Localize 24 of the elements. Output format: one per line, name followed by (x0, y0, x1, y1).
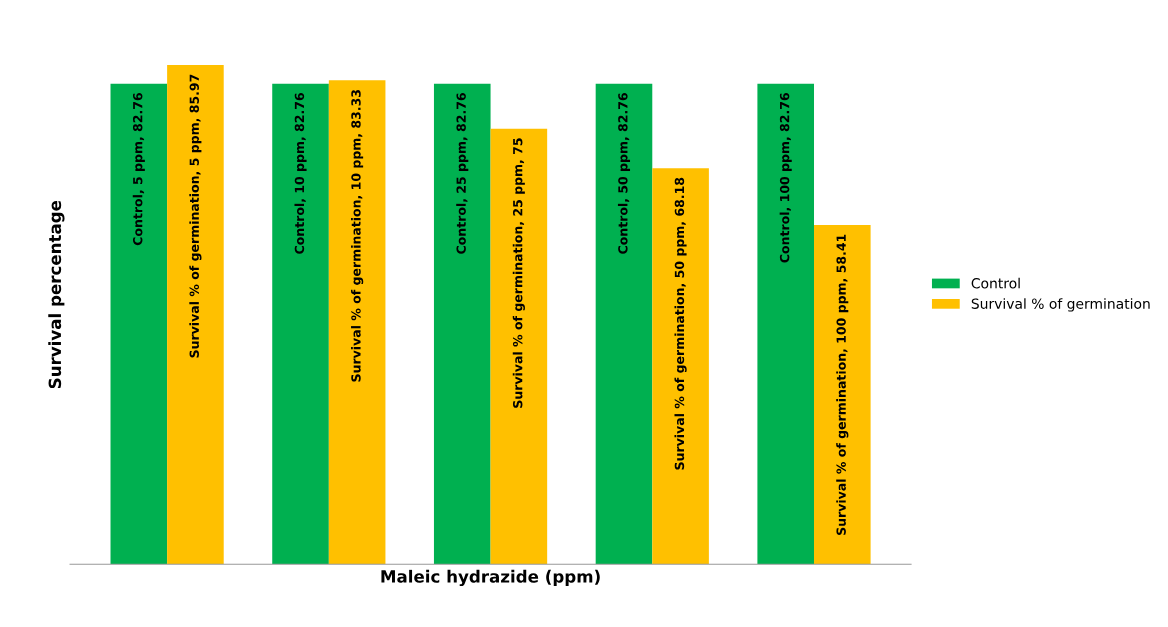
data-label: Survival % of germination, 25 ppm, 75 (512, 138, 525, 408)
bar (757, 83, 815, 565)
data-label: Control, 25 ppm, 82.76 (456, 93, 469, 254)
y-axis-title: Survival percentage (48, 200, 65, 389)
data-label: Control, 5 ppm, 82.76 (132, 93, 145, 246)
bar (272, 83, 329, 565)
bar (595, 83, 653, 565)
bar (490, 128, 548, 565)
bar (433, 83, 491, 565)
data-label: Survival % of germination, 50 ppm, 68.18 (674, 177, 687, 470)
bar (652, 168, 709, 565)
bar (167, 65, 224, 565)
data-label: Survival % of germination, 10 ppm, 83.33 (351, 90, 364, 382)
legend-label: Control (971, 277, 1020, 289)
data-label: Control, 50 ppm, 82.76 (617, 93, 631, 254)
bar (328, 80, 386, 565)
legend-label: Survival % of germination (971, 298, 1150, 312)
data-label: Control, 100 ppm, 82.76 (779, 93, 792, 263)
bar (814, 225, 871, 565)
bar (110, 83, 168, 565)
data-label: Survival % of germination, 5 ppm, 85.97 (189, 74, 202, 358)
data-label: Survival % of germination, 100 ppm, 58.41 (836, 234, 849, 535)
x-axis-title: Maleic hydrazide (ppm) (381, 569, 600, 587)
data-label: Control, 10 ppm, 82.76 (294, 93, 307, 254)
